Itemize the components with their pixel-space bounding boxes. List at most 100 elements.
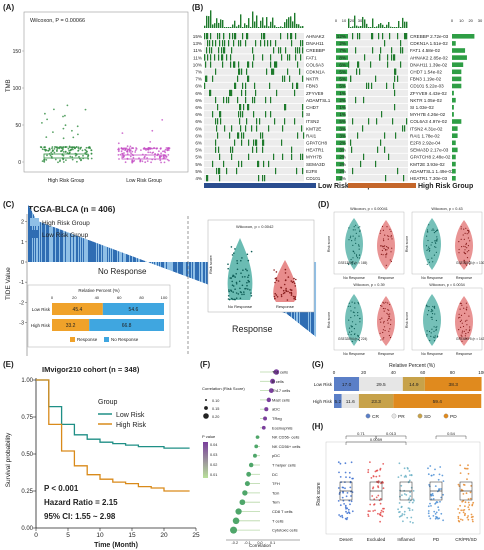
g-tick: 0 — [333, 370, 336, 375]
h-point — [410, 474, 413, 476]
validation-point — [432, 261, 434, 263]
onco-count-bar — [452, 105, 454, 110]
onco-mutation — [220, 118, 222, 125]
onco-count-bar — [336, 76, 348, 82]
h-point — [458, 512, 461, 514]
h-point — [345, 476, 347, 478]
h-point — [370, 477, 373, 479]
validation-point — [359, 321, 361, 323]
onco-row-bg — [204, 33, 304, 40]
tide-bar — [161, 262, 163, 268]
tide-bar — [137, 258, 139, 262]
h-point — [411, 501, 414, 504]
tide-bar — [136, 257, 138, 262]
inset-point — [247, 274, 250, 277]
onco-mutation — [384, 40, 386, 47]
onco-mutation — [234, 33, 236, 40]
onco-mutation — [260, 132, 262, 139]
onco-row-bg — [348, 104, 408, 111]
onco-mutation — [238, 61, 240, 68]
h-pvalue: 0.54 — [447, 431, 456, 436]
validation-point — [467, 229, 469, 231]
h-pvalue: 0.71 — [357, 431, 366, 436]
h-point — [344, 517, 347, 520]
tide-bar — [129, 255, 131, 262]
onco-count-bar — [336, 83, 346, 89]
validation-title: Wilcoxon, p = 0.39 — [353, 283, 384, 287]
onco-count-bar — [452, 76, 462, 82]
onco-sample-bar — [274, 25, 276, 28]
h-point — [466, 478, 468, 481]
tide-bar — [142, 260, 144, 262]
validation-point — [357, 314, 359, 317]
h-point — [404, 474, 407, 477]
tide-bar — [171, 262, 173, 271]
h-point — [440, 488, 442, 490]
legend-low: Low Risk Group — [42, 232, 89, 239]
validation-point — [463, 251, 465, 253]
onco-mutation — [402, 125, 404, 132]
h-point — [457, 515, 460, 518]
tmb-point-high — [54, 158, 57, 161]
inset-point — [275, 279, 278, 281]
lollipop-label: Tem — [272, 500, 280, 505]
onco-mutation — [248, 61, 250, 68]
onco-mutation — [278, 47, 280, 54]
validation-point — [434, 305, 436, 307]
h-point — [337, 461, 340, 464]
onco-mutation — [393, 54, 395, 61]
tmb-point-high — [66, 152, 69, 154]
h-point — [468, 508, 470, 511]
onco-mutation — [294, 118, 296, 125]
tmb-point-low — [164, 148, 167, 151]
onco-mutation — [350, 139, 352, 146]
validation-point — [354, 237, 356, 239]
inset-point — [284, 272, 287, 274]
onco-sample-bar — [352, 26, 354, 28]
inset-point — [235, 273, 237, 275]
onco-mutation — [300, 40, 302, 47]
validation-point — [460, 319, 462, 321]
tide-bar — [194, 262, 196, 280]
validation-point — [465, 227, 467, 229]
onco-pct: 6% — [339, 62, 346, 67]
validation-point — [354, 307, 356, 309]
inset-point — [241, 276, 244, 278]
h-point — [408, 470, 411, 472]
onco-gene: NKTR 1.05e-02 — [410, 98, 442, 103]
validation-point — [384, 234, 386, 236]
onco-count-bar — [336, 140, 346, 146]
validation-point — [432, 228, 434, 230]
onco-sample-bar — [406, 21, 408, 28]
validation-point — [356, 255, 358, 257]
onco-gene: DNAH11 1.39e-02 — [410, 62, 448, 67]
inset-point — [285, 289, 287, 291]
tide-bar — [193, 262, 195, 280]
h-point — [440, 512, 443, 515]
tmb-point-high — [80, 159, 82, 162]
tmb-point-high — [64, 124, 67, 127]
inset-point — [289, 291, 291, 294]
onco-sample-bar — [226, 27, 228, 28]
km-pvalue: P < 0.001 — [44, 484, 79, 493]
validation-point — [380, 339, 382, 341]
onco-mutation — [212, 75, 214, 82]
tide-bar — [52, 226, 54, 262]
h-point — [457, 517, 460, 520]
validation-point — [461, 322, 463, 324]
onco-sample-bar — [268, 26, 270, 28]
validation-point — [459, 316, 461, 318]
validation-title: Wilcoxon, p = 0.00041 — [350, 207, 388, 211]
validation-point — [350, 334, 352, 336]
validation-point — [391, 238, 393, 240]
onco-mutation — [230, 89, 232, 97]
h-point — [382, 510, 385, 513]
onco-mutation — [215, 40, 217, 47]
h-point — [438, 473, 441, 476]
onco-mutation — [218, 146, 220, 153]
tide-bar — [141, 259, 143, 262]
validation-point — [384, 245, 386, 247]
onco-mutation — [387, 61, 389, 68]
g-segment — [341, 394, 359, 408]
onco-mutation — [205, 75, 207, 82]
